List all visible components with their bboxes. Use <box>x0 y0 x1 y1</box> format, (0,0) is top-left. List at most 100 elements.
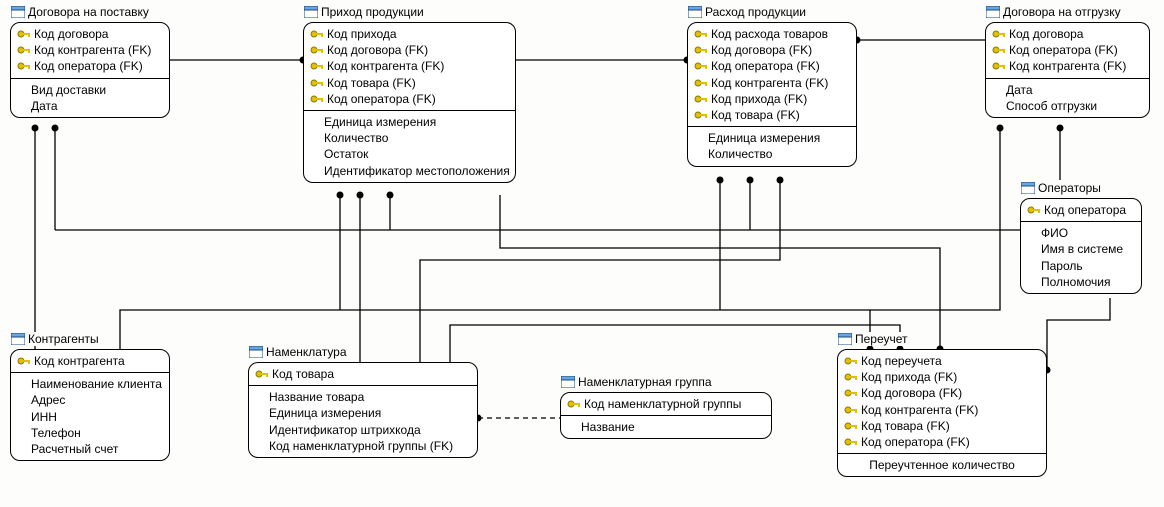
entity-nomenclature-group: Наменклатурная группа Код наменклатурной… <box>560 392 772 439</box>
entity-nomenclature: Наменклатура Код товара Название товара … <box>248 362 478 458</box>
key-icon <box>992 28 1006 40</box>
field: Название товара <box>269 389 364 405</box>
title-text: Переучет <box>855 332 908 346</box>
entity-recount: Переучет Код переучета Код прихода (FK) … <box>837 349 1047 477</box>
field: Имя в системе <box>1041 241 1123 257</box>
field: Код товара (FK) <box>861 418 950 434</box>
key-icon <box>17 44 31 56</box>
field: Код контрагента (FK) <box>34 42 151 58</box>
field: Код контрагента (FK) <box>711 75 828 91</box>
field: Код оператора (FK) <box>34 58 143 74</box>
field: Телефон <box>31 425 81 441</box>
entity-supply-contracts: Договора на поставку Код договора Код ко… <box>10 22 170 118</box>
field: Код договора <box>1009 26 1083 42</box>
key-icon <box>844 371 858 383</box>
title-text: Договора на отгрузку <box>1003 5 1121 19</box>
table-icon <box>11 6 25 18</box>
field: Единица измерения <box>324 114 436 130</box>
field: Код прихода (FK) <box>711 91 807 107</box>
field: Наименование клиента <box>31 376 162 392</box>
key-icon <box>310 60 324 72</box>
field: Вид доставки <box>31 82 106 98</box>
field: ФИО <box>1041 225 1068 241</box>
key-icon <box>844 436 858 448</box>
entity-counterparties: Контрагенты Код контрагента Наименование… <box>10 349 170 461</box>
table-icon <box>561 376 575 388</box>
field: Полномочия <box>1041 274 1110 290</box>
field: Количество <box>708 146 772 162</box>
key-icon <box>992 60 1006 72</box>
field: Код товара <box>272 366 334 382</box>
keys-section: Код договора Код контрагента (FK) Код оп… <box>11 23 169 78</box>
entity-title: Договора на поставку <box>9 5 151 19</box>
title-text: Операторы <box>1038 181 1101 195</box>
key-icon <box>694 93 708 105</box>
key-icon <box>694 77 708 89</box>
field: Остаток <box>324 146 368 162</box>
title-text: Договора на поставку <box>28 5 149 19</box>
key-icon <box>310 28 324 40</box>
key-icon <box>17 28 31 40</box>
field: Код переучета <box>861 353 942 369</box>
field: Код оператора (FK) <box>327 91 436 107</box>
field: Код товара (FK) <box>327 75 416 91</box>
key-icon <box>694 28 708 40</box>
field: Код договора (FK) <box>711 42 812 58</box>
table-icon <box>304 6 318 18</box>
table-icon <box>1021 182 1035 194</box>
field: Код оператора (FK) <box>711 58 820 74</box>
field: Способ отгрузки <box>1006 98 1097 114</box>
key-icon <box>310 44 324 56</box>
field: ИНН <box>31 409 57 425</box>
key-icon <box>844 404 858 416</box>
key-icon <box>310 77 324 89</box>
key-icon <box>844 420 858 432</box>
key-icon <box>694 44 708 56</box>
field: Код оператора (FK) <box>861 434 970 450</box>
table-icon <box>249 346 263 358</box>
field: Пароль <box>1041 258 1083 274</box>
key-icon <box>1027 204 1041 216</box>
field: Идентификатор местоположения <box>324 163 510 179</box>
field: Код прихода <box>327 26 397 42</box>
key-icon <box>17 355 31 367</box>
title-text: Наменклатура <box>266 345 347 359</box>
title-text: Приход продукции <box>321 5 424 19</box>
field: Переучтенное количество <box>869 457 1015 473</box>
field: Код прихода (FK) <box>861 369 957 385</box>
field: Код наменклатурной группы (FK) <box>269 438 453 454</box>
field: Код договора <box>34 26 108 42</box>
field: Расчетный счет <box>31 441 118 457</box>
key-icon <box>567 398 581 410</box>
field: Дата <box>1006 82 1033 98</box>
field: Код контрагента (FK) <box>327 58 444 74</box>
table-icon <box>838 333 852 345</box>
field: Код товара (FK) <box>711 107 800 123</box>
field: Код контрагента (FK) <box>861 402 978 418</box>
title-text: Наменклатурная группа <box>578 375 712 389</box>
title-text: Контрагенты <box>28 332 99 346</box>
title-text: Расход продукции <box>705 5 806 19</box>
field: Единица измерения <box>708 130 820 146</box>
field: Код контрагента <box>34 353 125 369</box>
key-icon <box>310 93 324 105</box>
field: Единица измерения <box>269 405 381 421</box>
entity-product-in: Приход продукции Код прихода Код договор… <box>303 22 516 183</box>
field: Код контрагента (FK) <box>1009 58 1126 74</box>
field: Код договора (FK) <box>861 385 962 401</box>
field: Дата <box>31 98 58 114</box>
table-icon <box>688 6 702 18</box>
key-icon <box>844 355 858 367</box>
field: Код расхода товаров <box>711 26 828 42</box>
field: Код договора (FK) <box>327 42 428 58</box>
field: Код оператора (FK) <box>1009 42 1118 58</box>
field: Код наменклатурной группы <box>584 396 741 412</box>
key-icon <box>694 109 708 121</box>
field: Адрес <box>31 392 65 408</box>
table-icon <box>11 333 25 345</box>
key-icon <box>17 60 31 72</box>
field: Название <box>581 419 635 435</box>
table-icon <box>986 6 1000 18</box>
entity-product-out: Расход продукции Код расхода товаров Код… <box>687 22 857 167</box>
entity-ship-contracts: Договора на отгрузку Код договора Код оп… <box>985 22 1150 118</box>
